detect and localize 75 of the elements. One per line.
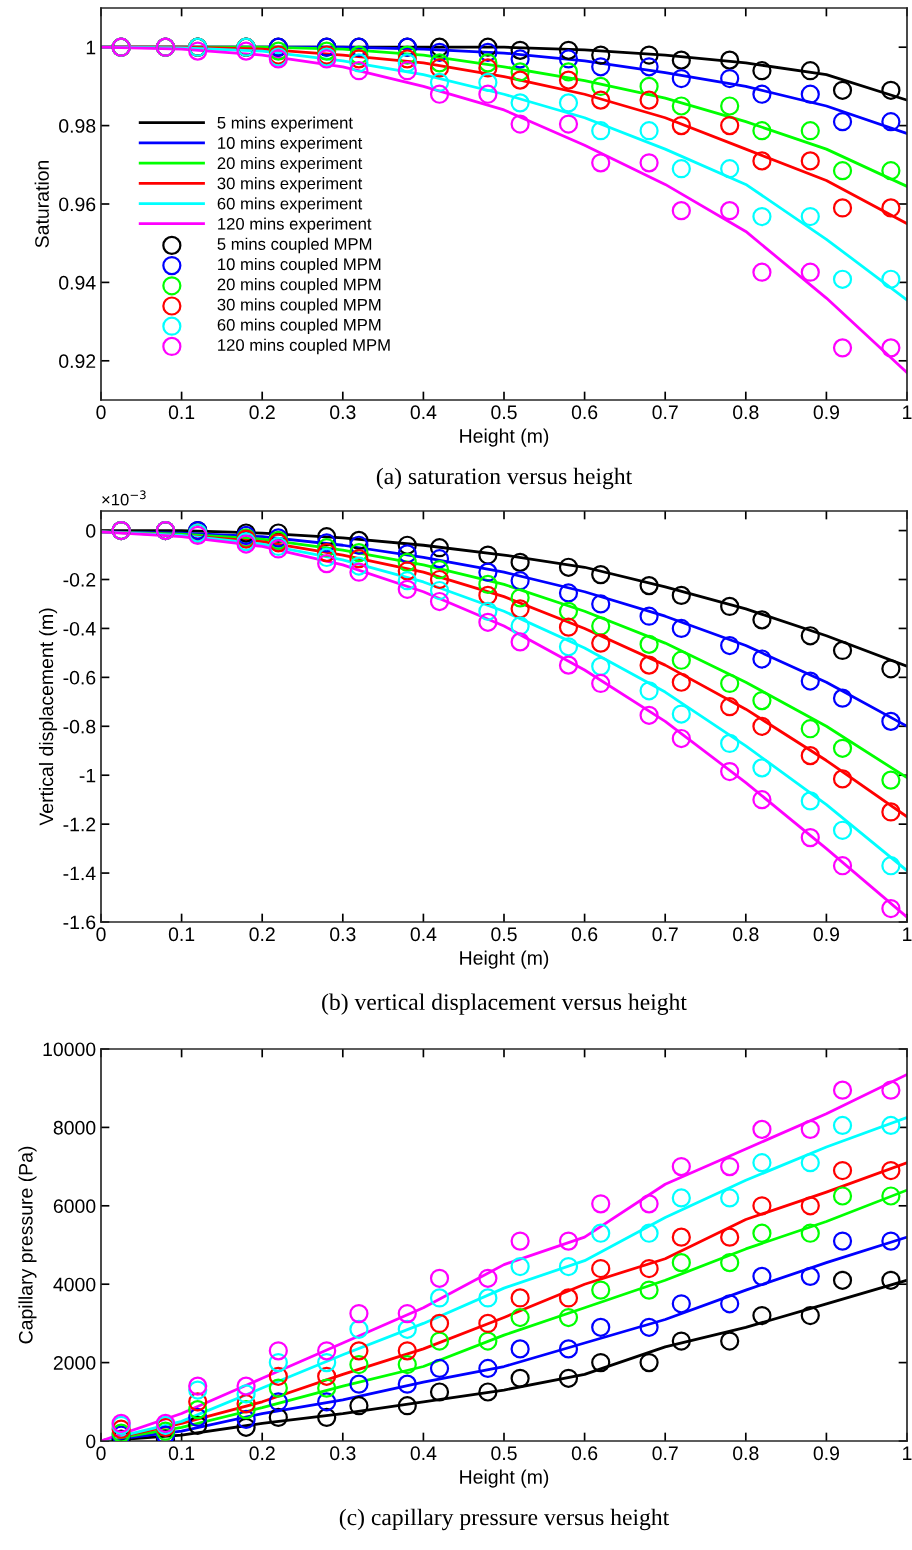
legend-label: 20 mins coupled MPM xyxy=(217,278,381,294)
y-tick-label: -0.8 xyxy=(63,719,96,734)
x-tick-label: 0.3 xyxy=(330,405,356,420)
y-tick-label: 1 xyxy=(86,40,96,55)
y-tick-label: 0 xyxy=(86,1434,96,1449)
legend-label: 60 mins coupled MPM xyxy=(217,318,381,335)
x-tick-label: 0.8 xyxy=(733,1446,759,1461)
text: (a) saturation versus height xyxy=(376,467,633,490)
legend-label: 30 mins experiment xyxy=(217,177,363,193)
x-tick-label: 0.9 xyxy=(813,927,839,942)
x-tick-label: 0.4 xyxy=(410,1446,437,1461)
x-tick-label: 0.6 xyxy=(571,927,598,942)
legend-label: 10 mins experiment xyxy=(218,136,363,153)
y-tick-label: 2000 xyxy=(53,1356,96,1370)
legend-label: 10 mins coupled MPM xyxy=(218,257,381,274)
x-tick-label: 0.8 xyxy=(733,927,759,942)
x-tick-label: 0.1 xyxy=(168,927,195,942)
y-tick-label: 0.94 xyxy=(59,275,96,290)
y-tick-label: 0 xyxy=(86,524,96,538)
y-tick-label: 0.96 xyxy=(59,197,96,212)
y-tick-label: -1.4 xyxy=(63,866,96,881)
x-tick-label: 0.7 xyxy=(652,405,678,420)
y-tick-label: 0.98 xyxy=(59,119,96,133)
legend-label: 30 mins coupled MPM xyxy=(217,298,381,314)
y-tick-label: -1.6 xyxy=(63,915,96,930)
x-tick-label: 0.6 xyxy=(571,1446,598,1461)
y-tick-label: -0.2 xyxy=(63,572,96,587)
x-tick-label: 0.4 xyxy=(410,927,437,942)
x-tick-label: 0 xyxy=(96,405,106,420)
x-tick-label: 0.5 xyxy=(491,1446,517,1461)
y-tick-label: 6000 xyxy=(53,1199,96,1214)
x-axis-title: Height (m) xyxy=(460,1469,549,1488)
x-tick-label: 0.5 xyxy=(491,927,517,942)
legend-label: 120 mins experiment xyxy=(218,217,372,234)
legend-label: 120 mins coupled MPM xyxy=(218,338,390,355)
y-axis-title: Capillary pressure (Pa) xyxy=(18,1146,37,1344)
x-tick-label: 1 xyxy=(903,927,912,941)
x-tick-label: 0.7 xyxy=(652,927,678,942)
y-tick-label: 0.92 xyxy=(59,354,96,369)
y-tick-label: -1.2 xyxy=(63,817,96,832)
y-tick-label: 8000 xyxy=(53,1120,96,1135)
text: ×10$^{−3}$ xyxy=(102,490,146,506)
x-tick-label: 0.9 xyxy=(813,1446,839,1461)
y-tick-label: -1 xyxy=(79,768,96,783)
y-tick-label: 4000 xyxy=(53,1277,96,1292)
x-tick-label: 0.7 xyxy=(652,1446,678,1461)
x-tick-label: 0 xyxy=(96,1446,106,1461)
y-tick-label: -0.6 xyxy=(63,670,96,685)
legend-label: 60 mins experiment xyxy=(217,197,363,213)
x-tick-label: 0.6 xyxy=(571,405,598,420)
x-tick-label: 0.3 xyxy=(330,1446,356,1461)
x-tick-label: 0.2 xyxy=(249,405,275,420)
x-tick-label: 0.2 xyxy=(249,1446,275,1461)
legend-label: 20 mins experiment xyxy=(217,156,363,173)
y-axis-title: Vertical displacement (m) xyxy=(38,608,58,826)
x-tick-label: 0.5 xyxy=(491,405,517,420)
x-tick-label: 0.1 xyxy=(168,405,195,420)
text: (c) capillary pressure versus height xyxy=(339,1508,670,1531)
x-axis-title: Height (m) xyxy=(460,950,549,969)
x-tick-label: 0.1 xyxy=(168,1446,195,1461)
legend-label: 5 mins experiment xyxy=(217,116,353,133)
x-tick-label: 0.9 xyxy=(813,405,839,420)
x-tick-label: 1 xyxy=(903,405,912,419)
text: (b) vertical displacement versus height xyxy=(322,993,687,1015)
y-axis-title: Saturation xyxy=(34,160,49,248)
x-tick-label: 0.8 xyxy=(733,405,759,420)
x-tick-label: 0 xyxy=(96,927,106,942)
y-tick-label: -0.4 xyxy=(63,621,96,636)
y-tick-label: 10000 xyxy=(43,1042,96,1057)
x-tick-label: 0.2 xyxy=(249,927,275,942)
x-tick-label: 0.4 xyxy=(410,405,437,420)
legend-label: 5 mins coupled MPM xyxy=(217,237,372,254)
x-axis-title: Height (m) xyxy=(460,428,549,447)
x-tick-label: 0.3 xyxy=(330,927,356,942)
x-tick-label: 1 xyxy=(903,1446,912,1460)
